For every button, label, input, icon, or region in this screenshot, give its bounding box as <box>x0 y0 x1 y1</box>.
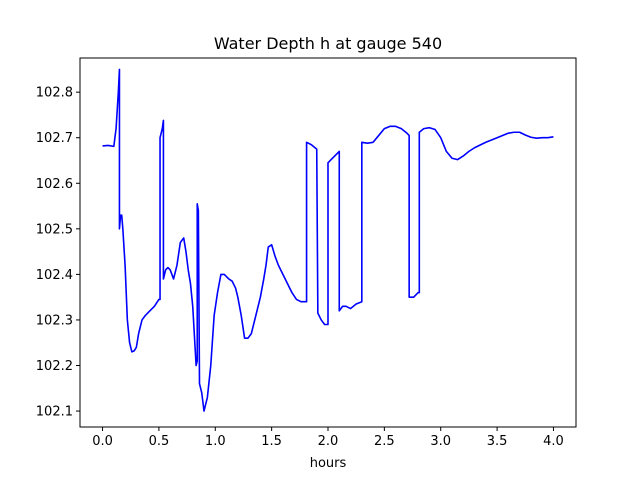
x-tick-label: 2.5 <box>374 434 395 449</box>
y-tick-label: 102.1 <box>36 405 73 420</box>
y-tick-label: 102.5 <box>36 222 73 237</box>
y-tick-label: 102.3 <box>36 313 73 328</box>
plot-area: 0.0 0.5 1.0 1.5 2.0 2.5 3.0 3.5 4.0 102.1 102.2 102… <box>36 57 577 449</box>
x-tick-label: 1.0 <box>205 434 226 449</box>
chart-title: Water Depth h at gauge 540 <box>214 34 442 53</box>
x-tick-label: 2.0 <box>318 434 339 449</box>
x-tick-label: 0.5 <box>149 434 170 449</box>
data-line-series-0 <box>102 68 554 412</box>
y-tick-label: 102.2 <box>36 359 73 374</box>
x-axis-label: hours <box>310 456 347 471</box>
y-tick-label: 102.6 <box>36 177 73 192</box>
x-tick-label: 0.0 <box>92 434 113 449</box>
x-tick-label: 3.0 <box>430 434 451 449</box>
y-tick-label: 102.8 <box>36 86 73 101</box>
x-tick-label: 1.5 <box>261 434 282 449</box>
y-tick-label: 102.7 <box>36 131 73 146</box>
y-tick-label: 102.4 <box>36 268 73 283</box>
x-tick-label: 4.0 <box>543 434 564 449</box>
x-tick-label: 3.5 <box>487 434 508 449</box>
